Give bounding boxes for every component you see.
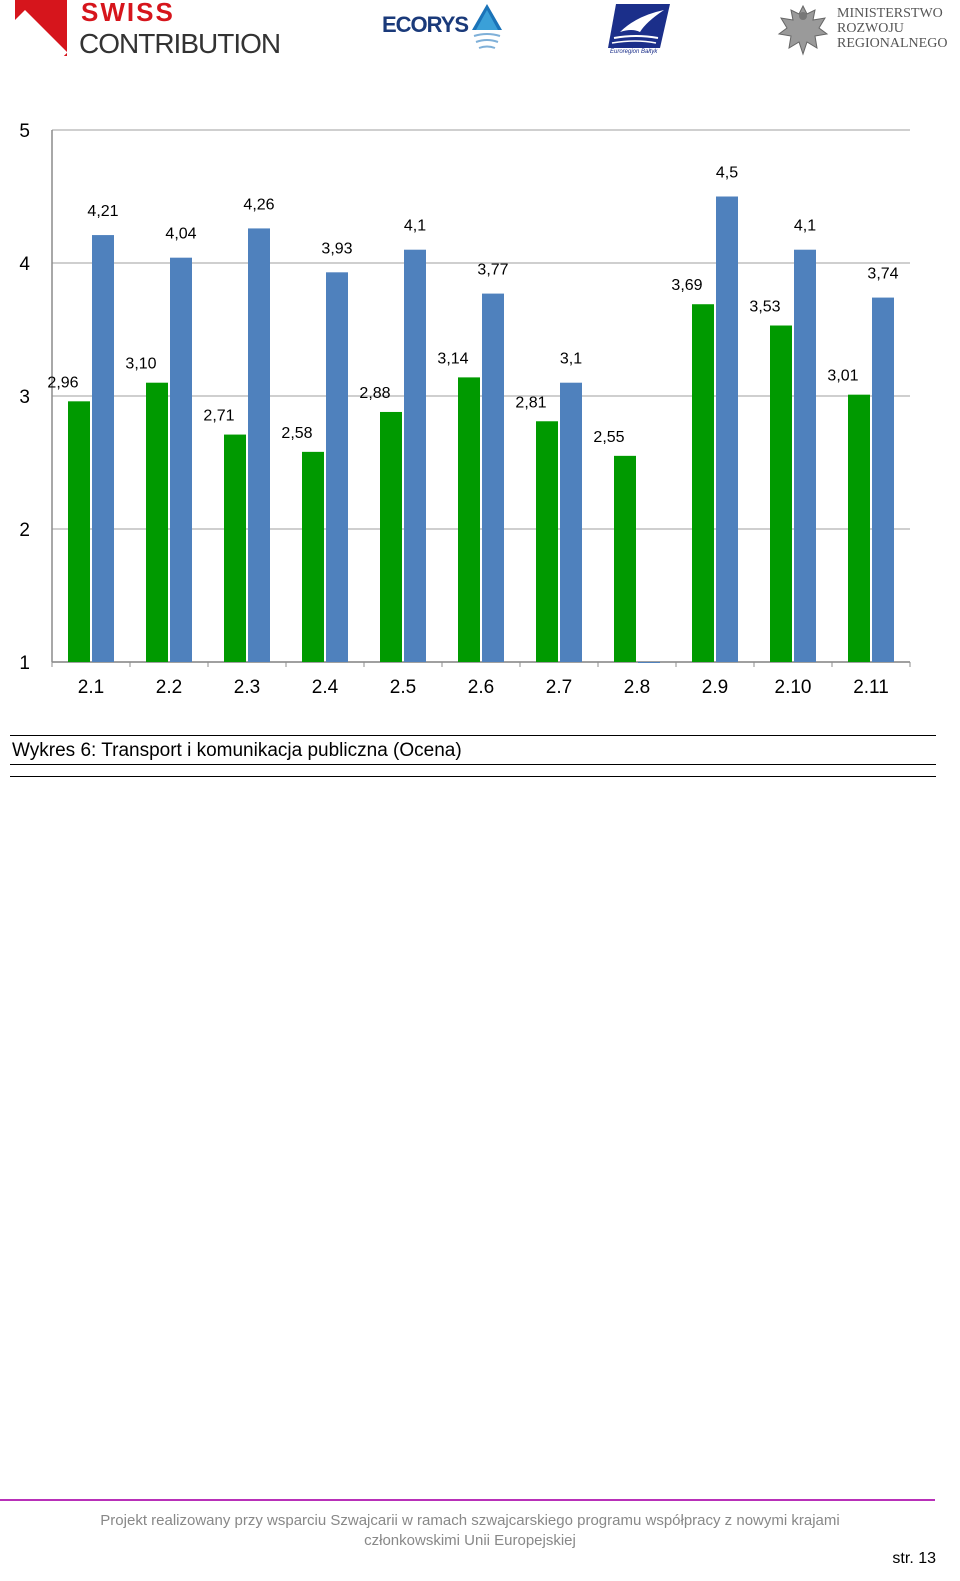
data-label: 3,1 bbox=[560, 351, 582, 368]
bar-series-1 bbox=[302, 451, 324, 662]
bar-series-1 bbox=[536, 421, 558, 662]
data-label: 3,77 bbox=[477, 262, 508, 279]
euroregion-baltyk-logo: Euroregion Bałtyk bbox=[606, 2, 672, 58]
x-tick-label: 2.4 bbox=[312, 677, 339, 698]
bar-series-1 bbox=[614, 455, 636, 662]
bar-series-2 bbox=[170, 257, 192, 662]
x-tick-label: 2.10 bbox=[775, 677, 812, 698]
bar-series-2 bbox=[872, 297, 894, 662]
y-tick-label: 1 bbox=[19, 653, 30, 674]
polish-eagle-icon bbox=[777, 4, 829, 56]
swiss-contribution-logo: SWISS CONTRIBUTION bbox=[15, 0, 285, 60]
chart-svg: 1 2 3 4 5 2.1 2,96 4,21 2.2 3,10 4,04 2.3 2,71 4,26 2.… bbox=[19, 121, 911, 698]
bar-series-2 bbox=[716, 196, 738, 662]
bar-series-1 bbox=[848, 394, 870, 662]
chart-caption: Wykres 6: Transport i komunikacja public… bbox=[12, 740, 462, 761]
bar-series-2 bbox=[92, 235, 114, 662]
x-tick-label: 2.1 bbox=[78, 677, 104, 698]
x-tick-label: 2.11 bbox=[853, 677, 889, 698]
x-tick-label: 2.9 bbox=[702, 677, 728, 698]
bar-chart: 1 2 3 4 5 2.1 2,96 4,21 2.2 3,10 4,04 2.3 2,71 4,26 2.… bbox=[0, 110, 960, 710]
swiss-logo-line1: SWISS bbox=[81, 0, 175, 27]
data-label: 2,81 bbox=[515, 394, 546, 411]
footer-text: Projekt realizowany przy wsparciu Szwajc… bbox=[0, 1511, 940, 1551]
data-label: 2,55 bbox=[593, 429, 624, 446]
bar-series-1 bbox=[380, 411, 402, 662]
data-label: 3,69 bbox=[671, 277, 702, 294]
ecorys-triangle-icon bbox=[472, 4, 502, 49]
bar-series-2 bbox=[638, 662, 660, 663]
y-tick-label: 3 bbox=[19, 387, 30, 408]
x-tick-label: 2.7 bbox=[546, 677, 572, 698]
bar-series-1 bbox=[692, 304, 714, 662]
data-label: 4,21 bbox=[87, 203, 118, 220]
footer-divider bbox=[0, 1499, 935, 1501]
swiss-logo-line2: CONTRIBUTION bbox=[79, 28, 281, 59]
page-number: str. 13 bbox=[892, 1550, 936, 1567]
data-label: 2,88 bbox=[359, 385, 390, 402]
bar-series-2 bbox=[560, 382, 582, 662]
bar-series-1 bbox=[146, 382, 168, 662]
bar-series-1 bbox=[770, 325, 792, 662]
data-label: 4,5 bbox=[716, 165, 738, 182]
data-label: 3,01 bbox=[827, 368, 858, 385]
ecorys-logo: ECORYS bbox=[382, 4, 512, 58]
data-label: 4,04 bbox=[165, 226, 196, 243]
x-tick-label: 2.2 bbox=[156, 677, 182, 698]
bird-logo-caption: Euroregion Bałtyk bbox=[610, 49, 658, 55]
data-label: 4,1 bbox=[794, 218, 816, 235]
x-tick-label: 2.8 bbox=[624, 677, 650, 698]
data-label: 4,1 bbox=[404, 218, 426, 235]
bar-series-1 bbox=[224, 434, 246, 662]
page-header: SWISS CONTRIBUTION ECORYS Euroregion Bał… bbox=[0, 0, 960, 64]
data-label: 4,26 bbox=[243, 196, 274, 213]
x-tick-label: 2.3 bbox=[234, 677, 260, 698]
bird-icon bbox=[608, 4, 670, 48]
swiss-flag-icon bbox=[15, 0, 67, 56]
bar-series-2 bbox=[326, 272, 348, 662]
y-tick-label: 4 bbox=[19, 254, 30, 275]
chart-caption-box: Wykres 6: Transport i komunikacja public… bbox=[10, 735, 936, 765]
caption-divider bbox=[10, 776, 936, 777]
y-tick-label: 5 bbox=[19, 121, 30, 142]
data-label: 2,96 bbox=[47, 374, 78, 391]
x-tick-label: 2.5 bbox=[390, 677, 416, 698]
data-label: 3,74 bbox=[867, 266, 898, 283]
ministry-logo-text: MINISTERSTWO ROZWOJU REGIONALNEGO bbox=[837, 6, 948, 51]
data-label: 3,53 bbox=[749, 299, 780, 316]
bar-series-2 bbox=[248, 228, 270, 663]
data-label: 2,71 bbox=[203, 408, 234, 425]
footer-line-2: członkowskimi Unii Europejskiej bbox=[364, 1532, 576, 1549]
ministry-logo: MINISTERSTWO ROZWOJU REGIONALNEGO bbox=[775, 2, 960, 58]
bar-series-2 bbox=[482, 293, 504, 662]
bar-series-1 bbox=[68, 401, 90, 662]
ecorys-logo-text: ECORYS bbox=[382, 12, 469, 37]
footer-line-1: Projekt realizowany przy wsparciu Szwajc… bbox=[100, 1512, 840, 1529]
data-label: 2,58 bbox=[281, 425, 312, 442]
bar-series-2 bbox=[794, 249, 816, 662]
bar-series-2 bbox=[404, 249, 426, 662]
y-tick-label: 2 bbox=[19, 520, 30, 541]
data-label: 3,93 bbox=[321, 240, 352, 257]
bar-series-1 bbox=[458, 377, 480, 662]
data-label: 3,14 bbox=[437, 350, 468, 367]
x-tick-label: 2.6 bbox=[468, 677, 494, 698]
data-label: 3,10 bbox=[125, 356, 156, 373]
